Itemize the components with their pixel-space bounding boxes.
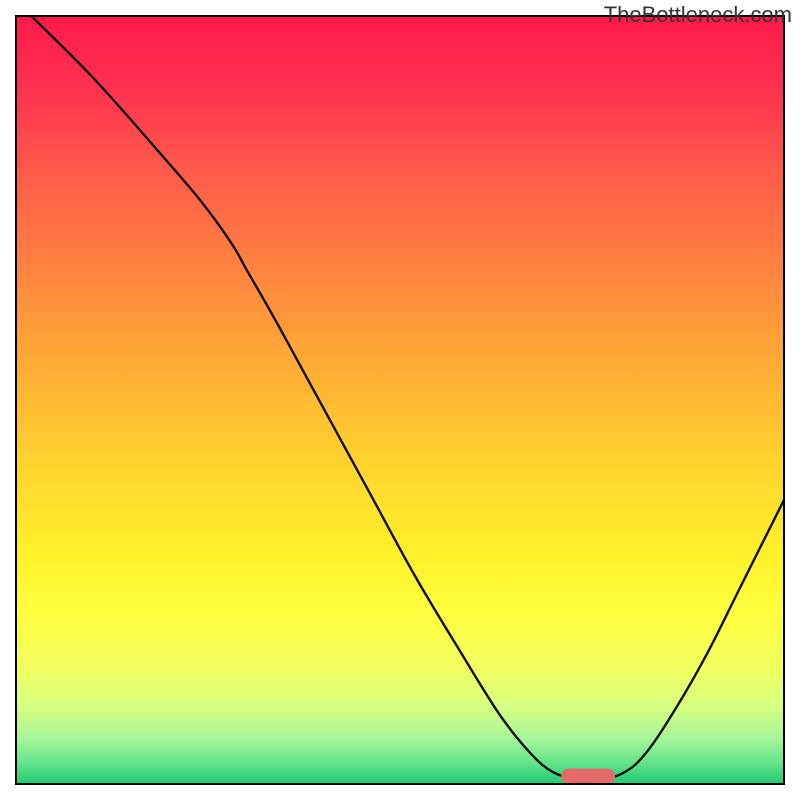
- chart-svg: [0, 0, 800, 800]
- watermark-text: TheBottleneck.com: [604, 2, 792, 28]
- optimal-marker: [561, 769, 615, 784]
- bottleneck-chart: TheBottleneck.com: [0, 0, 800, 800]
- plot-background: [16, 16, 784, 784]
